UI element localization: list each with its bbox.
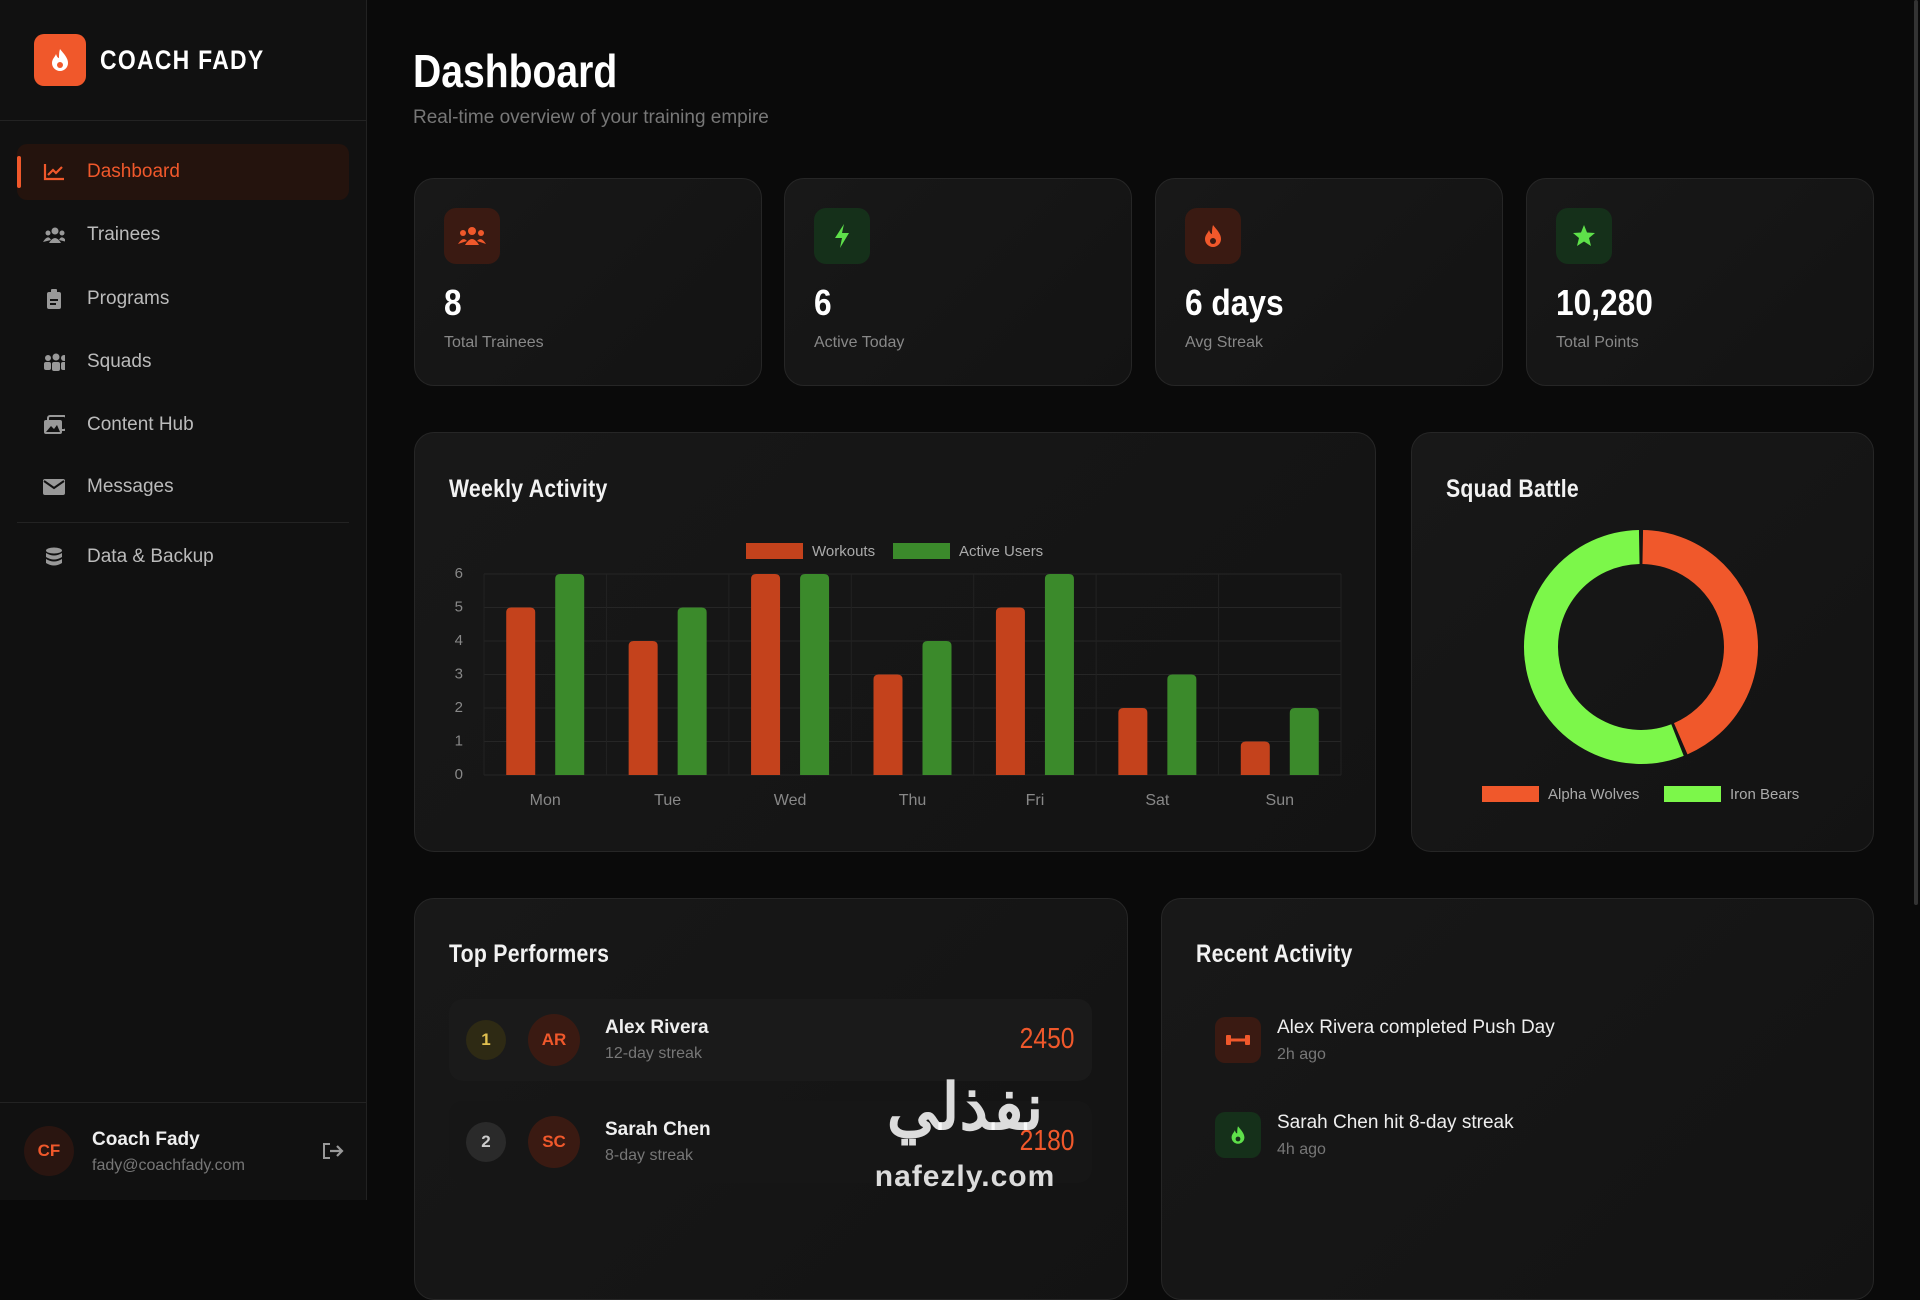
nav-item[interactable]: Trainees xyxy=(17,207,349,263)
stat-card: 8 Total Trainees xyxy=(414,178,762,386)
stat-icon xyxy=(1185,208,1241,264)
nav-item[interactable]: Dashboard xyxy=(17,144,349,200)
stat-icon xyxy=(814,208,870,264)
nav-item[interactable]: Programs xyxy=(17,271,349,327)
performer-points: 2450 xyxy=(1020,1023,1075,1055)
nav-label: Squads xyxy=(87,351,152,372)
stat-label: Total Points xyxy=(1556,334,1639,351)
activity-text: Sarah Chen hit 8-day streak xyxy=(1277,1112,1514,1133)
divider xyxy=(17,522,349,523)
logo xyxy=(34,34,86,86)
card-title: Top Performers xyxy=(449,940,610,968)
logout-button[interactable] xyxy=(322,1142,344,1165)
page-title: Dashboard xyxy=(413,45,618,97)
performer-streak: 12-day streak xyxy=(605,1045,702,1062)
stat-card: 6 days Avg Streak xyxy=(1155,178,1503,386)
card-title: Recent Activity xyxy=(1196,940,1353,968)
performer-row[interactable]: 2 SC Sarah Chen 8-day streak 2180 xyxy=(449,1101,1092,1183)
nav-item[interactable]: Data & Backup xyxy=(17,529,349,585)
rank-badge: 1 xyxy=(466,1020,506,1060)
performer-points: 2180 xyxy=(1020,1125,1075,1157)
stat-value: 6 xyxy=(814,282,832,323)
stat-value: 6 days xyxy=(1185,282,1284,323)
nav-label: Content Hub xyxy=(87,414,194,435)
stat-label: Avg Streak xyxy=(1185,334,1263,351)
stat-card: 10,280 Total Points xyxy=(1526,178,1874,386)
activity-card: Recent Activity Alex Rivera completed Pu… xyxy=(1161,898,1874,1300)
chart-card: Weekly Activity xyxy=(414,432,1376,852)
performer-name: Sarah Chen xyxy=(605,1119,711,1140)
nav-label: Dashboard xyxy=(87,161,180,182)
nav-item[interactable]: Squads xyxy=(17,334,349,390)
user-name: Coach Fady xyxy=(92,1129,200,1150)
stat-label: Active Today xyxy=(814,334,905,351)
nav-label: Trainees xyxy=(87,224,161,245)
stat-value: 8 xyxy=(444,282,462,323)
nav-label: Messages xyxy=(87,476,174,497)
stat-icon xyxy=(444,208,500,264)
stat-value: 10,280 xyxy=(1556,282,1653,323)
activity-time: 2h ago xyxy=(1277,1046,1326,1063)
divider xyxy=(0,1102,366,1103)
user-avatar: CF xyxy=(24,1126,74,1176)
watermark: نفذلي xyxy=(886,1071,1044,1143)
stat-icon xyxy=(1556,208,1612,264)
brand: COACH FADY xyxy=(100,45,265,75)
card-title: Weekly Activity xyxy=(449,475,608,503)
activity-time: 4h ago xyxy=(1277,1141,1326,1158)
nav-item[interactable]: Messages xyxy=(17,459,349,515)
divider xyxy=(0,120,366,121)
user-email: fady@coachfady.com xyxy=(92,1157,245,1174)
chart-card: Squad Battle xyxy=(1411,432,1874,852)
rank-badge: 2 xyxy=(466,1122,506,1162)
scrollbar[interactable] xyxy=(1914,0,1918,905)
avatar: AR xyxy=(528,1014,580,1066)
activity-icon xyxy=(1215,1017,1261,1063)
performer-name: Alex Rivera xyxy=(605,1017,709,1038)
activity-icon xyxy=(1215,1112,1261,1158)
performer-row[interactable]: 1 AR Alex Rivera 12-day streak 2450 xyxy=(449,999,1092,1081)
performer-streak: 8-day streak xyxy=(605,1147,694,1164)
stat-label: Total Trainees xyxy=(444,334,544,351)
nav-label: Data & Backup xyxy=(87,546,214,567)
nav-label: Programs xyxy=(87,288,170,309)
activity-text: Alex Rivera completed Push Day xyxy=(1277,1017,1555,1038)
watermark: nafezly.com xyxy=(874,1160,1056,1193)
page-subtitle: Real-time overview of your training empi… xyxy=(413,107,769,128)
stat-card: 6 Active Today xyxy=(784,178,1132,386)
nav-item[interactable]: Content Hub xyxy=(17,397,349,453)
avatar: SC xyxy=(528,1116,580,1168)
sidebar: COACH FADY Dashboard Trainees Programs S… xyxy=(0,0,367,1200)
card-title: Squad Battle xyxy=(1446,475,1579,503)
